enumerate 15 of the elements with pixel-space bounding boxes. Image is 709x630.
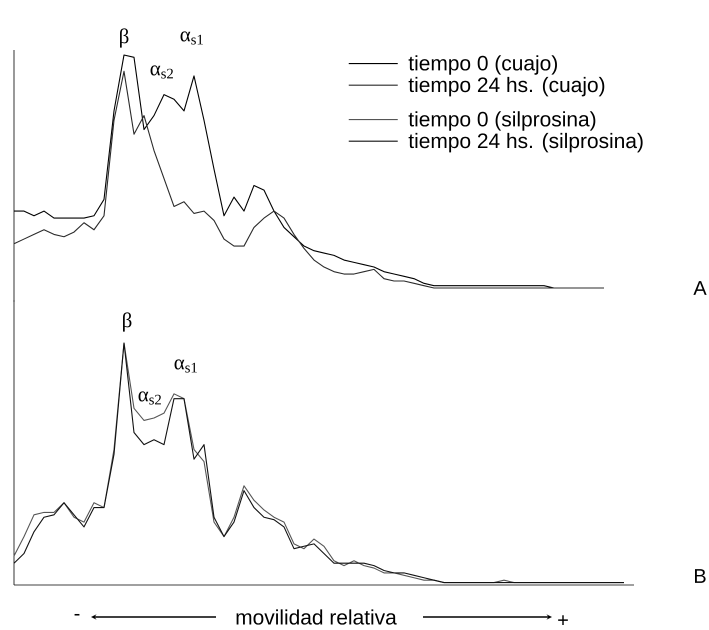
annotation: α$_{s2}$ [138,391,161,405]
legend-label: tiempo 24 hs. (silprosina) [408,132,643,152]
legend-label: tiempo 0 (cuajo) [408,55,557,75]
legend-label: tiempo 0 (silprosina) [408,111,596,131]
text: A [693,281,707,295]
annotation: α$_{s2}$ [150,65,173,79]
text: α$_{s1}$ [180,31,203,45]
annotation: α$_{s1}$ [174,359,197,373]
x-axis-title: movilidad relativa [236,609,397,625]
text: - [74,614,80,616]
text: + [558,615,568,625]
text: β [120,28,128,48]
text: β [123,312,132,332]
legend-label: tiempo 24 hs. (cuajo) [408,76,604,96]
text: B [695,569,706,583]
